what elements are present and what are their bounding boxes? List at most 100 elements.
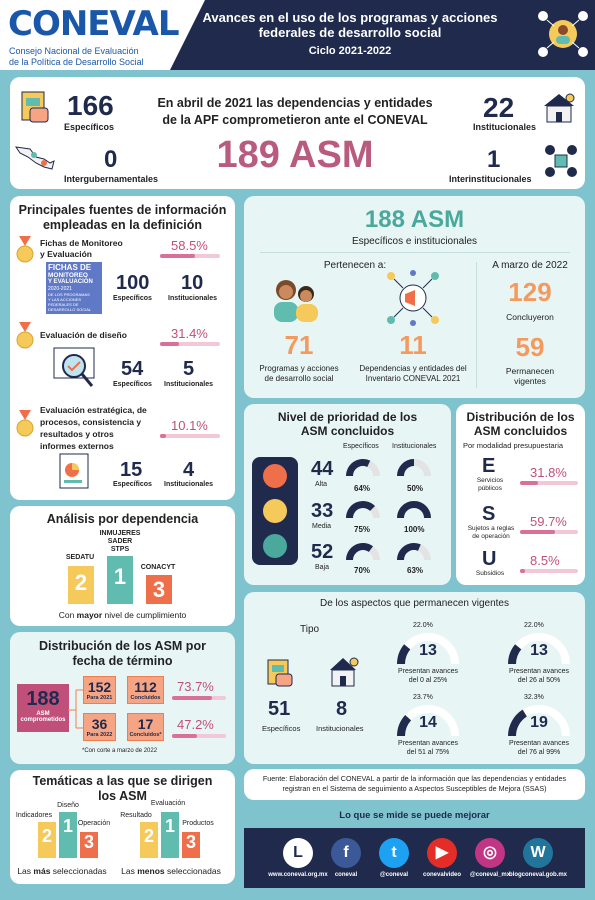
header-banner: [170, 0, 595, 70]
perm-line1: Permanecen: [505, 366, 555, 376]
facebook-icon[interactable]: f: [331, 838, 361, 868]
dep-first-line2: SADER: [107, 538, 133, 545]
intergub-count: 0: [104, 146, 118, 173]
total-asm: 189 ASM: [216, 134, 374, 176]
dist-s-label2: de operación: [472, 533, 510, 540]
tem-cl-pre: Las: [17, 866, 34, 876]
fecha-r1-label: Para 2021: [86, 695, 113, 701]
vig-g4-label2: del 76 al 99%: [517, 749, 561, 756]
network-people-icon: [538, 11, 588, 57]
distribution-card: [456, 404, 585, 585]
sources-title-line1: Principales fuentes de información: [18, 203, 227, 217]
tem-left-3-label: Operación: [77, 820, 111, 827]
dist-u-label1: Subsidios: [475, 570, 505, 577]
social-link-label[interactable]: @coneval_mx: [469, 872, 511, 878]
youtube-icon[interactable]: ▶: [427, 838, 457, 868]
institucionales-count: 22: [483, 92, 515, 123]
fecha-r2-concl: 17: [137, 716, 154, 732]
vig-gauge-4: [508, 705, 570, 737]
intergub-label: Intergubernamentales: [64, 174, 159, 184]
gauge-baja-inst: [397, 543, 431, 561]
tematicas-title-line1: Temáticas a las que se dirigen: [32, 774, 213, 788]
vig-g4-label1: Presentan avances: [509, 740, 569, 747]
tem-right-1-label: Evaluación: [150, 800, 186, 807]
especificos-count: 166: [67, 90, 114, 121]
dist-e-bar: [520, 481, 578, 485]
fecha-r2-pct: 47.2%: [177, 717, 214, 732]
prog-line1: Programas y acciones: [259, 364, 339, 373]
source3-esp-label: Específicos: [113, 481, 152, 488]
priority-baja-inst: 63%: [407, 566, 424, 575]
tem-left-podium-1: 1: [59, 812, 77, 858]
dist-s-bar-fill: [520, 530, 555, 534]
podium-second: 2: [68, 566, 94, 604]
dep-caption-bold: mayor: [76, 610, 103, 620]
vig-g2-label1: Presentan avances: [509, 668, 569, 675]
asm188-title: 188 ASM: [364, 206, 465, 233]
source2-esp: 54: [121, 358, 144, 380]
magnifier-document-icon: [53, 347, 95, 387]
source2-label-line1: Evaluación de diseño: [40, 330, 127, 340]
tem-caption-right: Las menos seleccionadas: [116, 866, 226, 876]
vig-g3-pct: 23.7%: [413, 694, 433, 701]
dist-e-label2: públicos: [478, 485, 502, 492]
source1-label-line1: Fichas de Monitoreo: [40, 238, 123, 248]
especificos-label: Específicos: [64, 122, 115, 132]
social-link-label[interactable]: @coneval: [379, 872, 409, 878]
instagram-icon[interactable]: ◎: [475, 838, 505, 868]
gauge-media-esp: [346, 501, 380, 519]
gauge-fill: [346, 501, 376, 519]
source3-inst-label: Institucionales: [164, 481, 214, 488]
dist-e-letter: E: [482, 455, 496, 477]
buildings-network-icon: [545, 145, 577, 177]
vig-inst-num: 8: [336, 698, 348, 720]
fecha-r1-concl: 112: [134, 679, 157, 695]
wordpress-icon[interactable]: W: [523, 838, 553, 868]
tem-left-podium-3: 3: [80, 832, 98, 858]
priority-alta-inst: 50%: [407, 484, 424, 493]
vig-esp-label: Específicos: [262, 724, 301, 733]
distribution-title-line1: Distribución de los: [466, 410, 575, 424]
source3-label-line4: informes externos: [40, 441, 114, 451]
interinst-count: 1: [487, 146, 501, 173]
vig-g2-num: 13: [530, 642, 548, 659]
tem-caption-left: Las más seleccionadas: [12, 866, 112, 876]
mexico-map-icon: [14, 146, 55, 170]
concl-num: 129: [508, 277, 552, 307]
medal-bronze-icon: [16, 410, 34, 437]
fecha-r2-num: 36: [91, 716, 108, 732]
dep-num: 11: [399, 330, 427, 360]
priority-title-line2: ASM concluidos: [300, 424, 395, 438]
fecha-total: 188: [26, 688, 60, 710]
ficha-line4: 2020-2021: [48, 286, 72, 292]
social-link-label[interactable]: coneval: [334, 872, 358, 878]
tem-cr-post: seleccionadas: [164, 866, 221, 876]
social-link-label[interactable]: www.coneval.org.mx: [268, 872, 328, 878]
source3-bar-fill: [160, 434, 167, 438]
social-link-label[interactable]: conevalvideo: [422, 872, 461, 878]
dep-caption-post: nivel de cumplimiento: [102, 610, 187, 620]
fecha-note: *Con corte a marzo de 2022: [82, 748, 158, 754]
header-left: [0, 0, 205, 70]
twitter-icon[interactable]: t: [379, 838, 409, 868]
source3-esp: 15: [120, 459, 143, 481]
source1-bar: [160, 254, 220, 258]
source1-inst: 10: [181, 272, 204, 294]
source2-bar-fill: [160, 342, 179, 346]
source1-label-line2: y Evaluación: [40, 249, 92, 259]
fecha-connectors: [68, 689, 84, 729]
traffic-light-icon: [252, 457, 298, 565]
org-line1: Consejo Nacional de Evaluación: [9, 46, 139, 56]
sources-card: [10, 196, 235, 500]
coneval-logo[interactable]: CONEVAL: [8, 4, 180, 44]
coneval-icon[interactable]: L: [283, 838, 313, 868]
megaphone-network-icon: [387, 270, 439, 326]
marzo-label: A marzo de 2022: [492, 260, 568, 271]
fecha-r1-concl-label: Concluidos: [130, 695, 161, 701]
vig-g1-label1: Presentan avances: [398, 668, 458, 675]
social-link-label[interactable]: blogconeval.gob.mx: [508, 872, 567, 878]
people-family-icon: [274, 280, 318, 322]
source1-bar-fill: [160, 254, 196, 258]
fuente-line2: registran en el Sistema de seguimiento a…: [282, 784, 547, 793]
priority-alta-num: 44: [311, 458, 334, 480]
